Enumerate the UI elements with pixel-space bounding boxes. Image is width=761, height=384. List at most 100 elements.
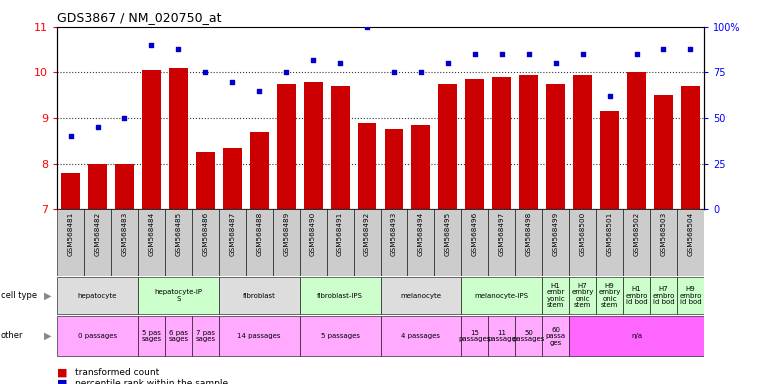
Bar <box>169 68 188 209</box>
Bar <box>573 75 592 209</box>
Text: H9
embry
onic
stem: H9 embry onic stem <box>598 283 621 308</box>
Bar <box>277 84 295 209</box>
Bar <box>519 75 538 209</box>
Text: cell type: cell type <box>1 291 37 300</box>
Point <box>226 79 238 85</box>
Bar <box>543 277 569 314</box>
Text: ■: ■ <box>57 379 68 384</box>
Bar <box>61 173 80 209</box>
Text: H9
embro
id bod: H9 embro id bod <box>680 286 702 305</box>
Bar <box>543 316 569 356</box>
Bar <box>250 132 269 209</box>
Bar <box>492 77 511 209</box>
Bar <box>192 209 219 276</box>
Text: 6 pas
sages: 6 pas sages <box>168 330 189 342</box>
Text: GSM568489: GSM568489 <box>283 211 289 255</box>
Point <box>65 133 77 139</box>
Point <box>280 70 292 76</box>
Text: 5 passages: 5 passages <box>320 333 359 339</box>
Bar <box>219 277 300 314</box>
Bar <box>57 316 138 356</box>
Bar <box>142 70 161 209</box>
Bar <box>596 209 623 276</box>
Bar <box>111 209 138 276</box>
Text: 4 passages: 4 passages <box>402 333 441 339</box>
Bar <box>515 316 543 356</box>
Point <box>469 51 481 57</box>
Text: GSM568484: GSM568484 <box>148 211 154 255</box>
Point <box>415 70 427 76</box>
Bar <box>57 209 84 276</box>
Text: GSM568490: GSM568490 <box>310 211 316 255</box>
Bar <box>515 209 543 276</box>
Bar <box>219 316 300 356</box>
Bar <box>412 125 431 209</box>
Text: GSM568483: GSM568483 <box>122 211 127 255</box>
Bar <box>88 164 107 209</box>
Point <box>253 88 266 94</box>
Bar <box>115 164 134 209</box>
Bar <box>358 122 377 209</box>
Text: hepatocyte: hepatocyte <box>78 293 117 299</box>
Bar <box>84 209 111 276</box>
Bar <box>623 277 650 314</box>
Bar <box>654 95 673 209</box>
Bar <box>300 209 326 276</box>
Text: n/a: n/a <box>631 333 642 339</box>
Bar <box>138 277 219 314</box>
Text: GSM568485: GSM568485 <box>175 211 181 255</box>
Text: H1
embr
yonic
stem: H1 embr yonic stem <box>546 283 565 308</box>
Text: GSM568502: GSM568502 <box>634 211 639 255</box>
Point <box>119 115 131 121</box>
Text: GSM568486: GSM568486 <box>202 211 209 255</box>
Text: 14 passages: 14 passages <box>237 333 281 339</box>
Bar <box>543 209 569 276</box>
Bar <box>569 316 704 356</box>
Bar <box>650 277 677 314</box>
Point <box>658 46 670 52</box>
Text: 50
passages: 50 passages <box>513 330 545 342</box>
Text: GSM568493: GSM568493 <box>391 211 397 255</box>
Bar <box>380 209 407 276</box>
Bar <box>192 316 219 356</box>
Bar <box>300 277 380 314</box>
Text: GSM568504: GSM568504 <box>687 211 693 255</box>
Bar <box>596 277 623 314</box>
Text: H7
embro
id bod: H7 embro id bod <box>652 286 675 305</box>
Bar <box>438 84 457 209</box>
Text: GSM568488: GSM568488 <box>256 211 263 255</box>
Bar <box>489 209 515 276</box>
Bar <box>461 316 489 356</box>
Bar <box>380 277 461 314</box>
Text: 0 passages: 0 passages <box>78 333 117 339</box>
Bar <box>569 209 596 276</box>
Bar <box>600 111 619 209</box>
Bar <box>384 129 403 209</box>
Point <box>523 51 535 57</box>
Text: fibroblast-IPS: fibroblast-IPS <box>317 293 363 299</box>
Text: GDS3867 / NM_020750_at: GDS3867 / NM_020750_at <box>57 11 221 24</box>
Bar <box>461 209 489 276</box>
Bar <box>304 81 323 209</box>
Text: hepatocyte-iP
S: hepatocyte-iP S <box>154 290 202 302</box>
Text: GSM568503: GSM568503 <box>661 211 667 255</box>
Point <box>630 51 642 57</box>
Bar <box>272 209 300 276</box>
Text: ■: ■ <box>57 367 68 377</box>
Text: GSM568481: GSM568481 <box>68 211 74 255</box>
Text: 60
passa
ges: 60 passa ges <box>546 326 565 346</box>
Bar <box>165 316 192 356</box>
Point <box>91 124 103 130</box>
Point <box>442 60 454 66</box>
Bar <box>223 148 242 209</box>
Text: GSM568495: GSM568495 <box>445 211 451 255</box>
Text: 11
passage: 11 passage <box>487 330 516 342</box>
Text: GSM568500: GSM568500 <box>580 211 586 255</box>
Text: fibroblast: fibroblast <box>243 293 275 299</box>
Bar <box>627 73 646 209</box>
Point <box>495 51 508 57</box>
Text: percentile rank within the sample: percentile rank within the sample <box>75 379 228 384</box>
Bar <box>57 277 138 314</box>
Bar <box>407 209 435 276</box>
Bar <box>138 316 165 356</box>
